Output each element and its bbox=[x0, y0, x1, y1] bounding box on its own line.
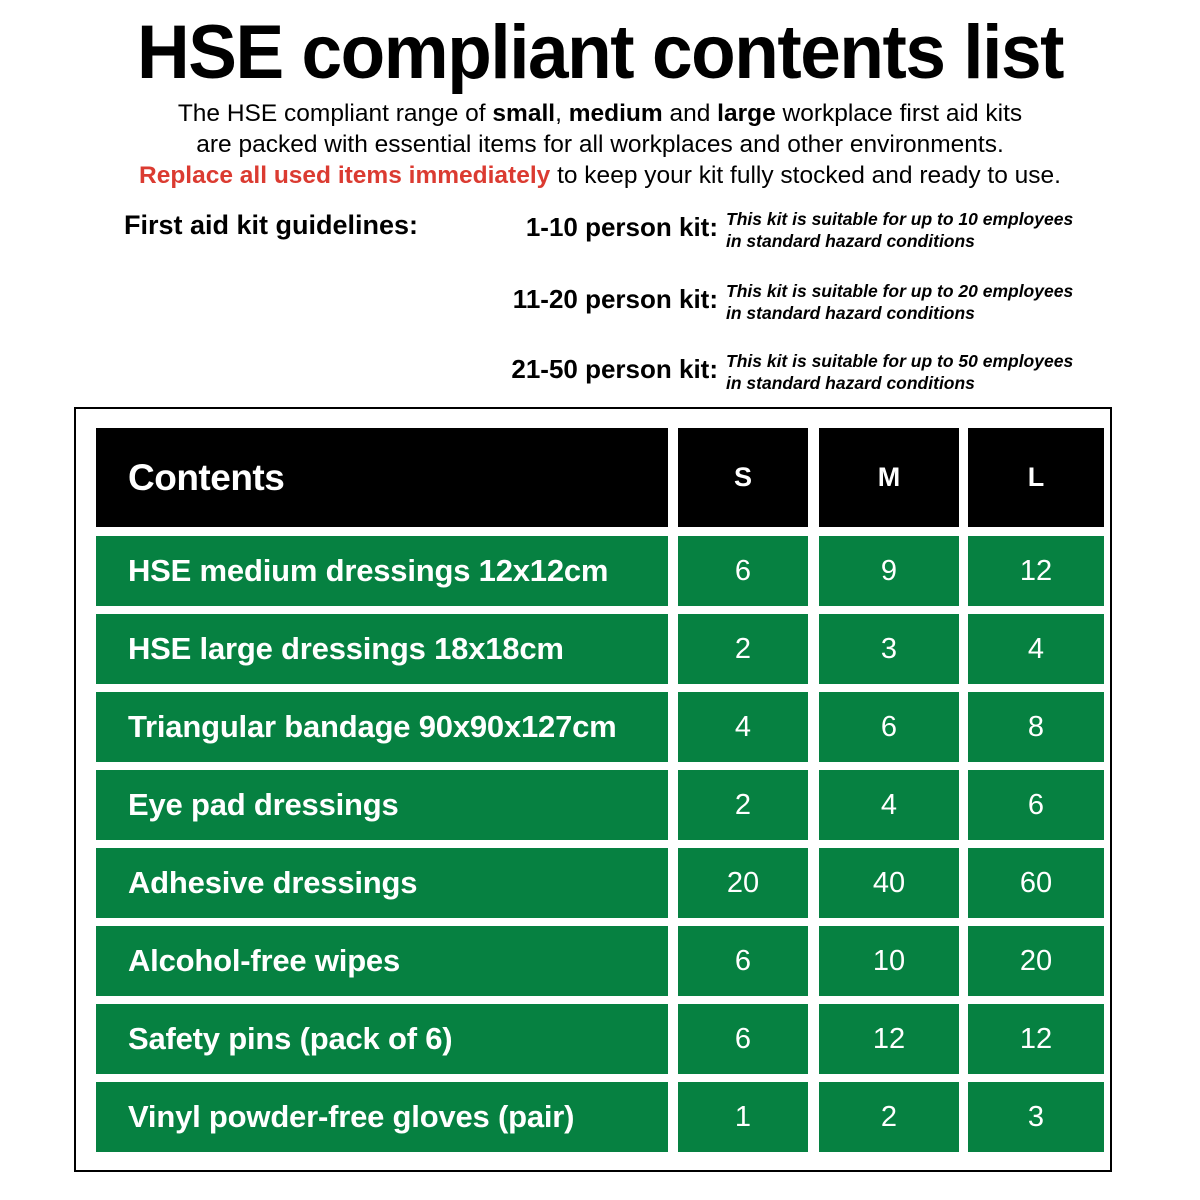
intro-line-2: are packed with essential items for all … bbox=[196, 131, 1004, 158]
table-header-contents: Contents bbox=[96, 428, 668, 527]
guideline-description-2-line-2: in standard hazard conditions bbox=[726, 303, 975, 323]
replace-items-warning: Replace all used items immediately bbox=[139, 162, 551, 189]
guideline-row-1: 1-10 person kit: This kit is suitable fo… bbox=[470, 208, 1110, 270]
guideline-description-3: This kit is suitable for up to 50 employ… bbox=[726, 350, 1110, 394]
table-cell-qty-l: 8 bbox=[968, 692, 1104, 762]
table-cell-qty-l: 12 bbox=[968, 536, 1104, 606]
table-cell-qty-m: 9 bbox=[819, 536, 959, 606]
intro-line-3: Replace all used items immediately to ke… bbox=[0, 160, 1200, 191]
guideline-description-1-line-1: This kit is suitable for up to 10 employ… bbox=[726, 209, 1074, 229]
intro-emphasis-large: large bbox=[717, 100, 776, 127]
table-cell-qty-l: 6 bbox=[968, 770, 1104, 840]
guideline-description-2: This kit is suitable for up to 20 employ… bbox=[726, 280, 1110, 324]
table-cell-qty-l: 12 bbox=[968, 1004, 1104, 1074]
intro-line-1-text-a: The HSE compliant range of bbox=[177, 100, 493, 127]
table-cell-qty-s: 6 bbox=[678, 536, 808, 606]
table-cell-qty-l: 60 bbox=[968, 848, 1104, 918]
intro-line-1-text-d: and bbox=[662, 100, 718, 127]
table-cell-qty-s: 4 bbox=[678, 692, 808, 762]
table-cell-qty-s: 6 bbox=[678, 1004, 808, 1074]
guidelines-heading: First aid kit guidelines: bbox=[124, 210, 419, 240]
guideline-kit-label-2: 11-20 person kit: bbox=[512, 284, 718, 314]
table-row: Eye pad dressings 2 4 6 bbox=[96, 770, 1104, 840]
table-header-small: S bbox=[678, 428, 808, 527]
intro-paragraph: The HSE compliant range of small, medium… bbox=[0, 98, 1200, 191]
table-cell-item-name: HSE medium dressings 12x12cm bbox=[96, 536, 668, 606]
guideline-description-1-line-2: in standard hazard conditions bbox=[726, 231, 975, 251]
guideline-description-3-line-1: This kit is suitable for up to 50 employ… bbox=[726, 351, 1074, 371]
guideline-description-3-line-2: in standard hazard conditions bbox=[726, 373, 975, 393]
table-cell-qty-l: 4 bbox=[968, 614, 1104, 684]
table-cell-qty-s: 2 bbox=[678, 614, 808, 684]
table-header-large: L bbox=[968, 428, 1104, 527]
table-cell-item-name: Triangular bandage 90x90x127cm bbox=[96, 692, 668, 762]
guideline-description-1: This kit is suitable for up to 10 employ… bbox=[726, 208, 1110, 252]
guideline-row-2: 11-20 person kit: This kit is suitable f… bbox=[470, 280, 1110, 342]
table-cell-qty-m: 2 bbox=[819, 1082, 959, 1152]
intro-line-3-rest: to keep your kit fully stocked and ready… bbox=[550, 162, 1061, 189]
table-cell-qty-s: 6 bbox=[678, 926, 808, 996]
table-cell-item-name: HSE large dressings 18x18cm bbox=[96, 614, 668, 684]
table-row: Safety pins (pack of 6) 6 12 12 bbox=[96, 1004, 1104, 1074]
table-cell-item-name: Safety pins (pack of 6) bbox=[96, 1004, 668, 1074]
table-row: HSE medium dressings 12x12cm 6 9 12 bbox=[96, 536, 1104, 606]
table-row: HSE large dressings 18x18cm 2 3 4 bbox=[96, 614, 1104, 684]
intro-line-1-text-c: , bbox=[555, 100, 569, 127]
table-cell-item-name: Eye pad dressings bbox=[96, 770, 668, 840]
page-title: HSE compliant contents list bbox=[137, 10, 1064, 95]
table-cell-item-name: Vinyl powder-free gloves (pair) bbox=[96, 1082, 668, 1152]
table-cell-item-name: Alcohol-free wipes bbox=[96, 926, 668, 996]
guideline-kit-label-3: 21-50 person kit: bbox=[511, 354, 718, 384]
table-row: Alcohol-free wipes 6 10 20 bbox=[96, 926, 1104, 996]
guideline-description-2-line-1: This kit is suitable for up to 20 employ… bbox=[726, 281, 1074, 301]
table-cell-qty-m: 10 bbox=[819, 926, 959, 996]
guideline-row-3: 21-50 person kit: This kit is suitable f… bbox=[470, 350, 1110, 412]
table-cell-item-name: Adhesive dressings bbox=[96, 848, 668, 918]
intro-emphasis-medium: medium bbox=[568, 100, 663, 127]
table-cell-qty-m: 12 bbox=[819, 1004, 959, 1074]
table-row: Triangular bandage 90x90x127cm 4 6 8 bbox=[96, 692, 1104, 762]
table-cell-qty-s: 20 bbox=[678, 848, 808, 918]
intro-line-1: The HSE compliant range of small, medium… bbox=[0, 98, 1200, 129]
intro-emphasis-small: small bbox=[492, 100, 556, 127]
table-cell-qty-m: 4 bbox=[819, 770, 959, 840]
table-cell-qty-m: 6 bbox=[819, 692, 959, 762]
table-cell-qty-s: 1 bbox=[678, 1082, 808, 1152]
intro-line-1-text-e: workplace first aid kits bbox=[775, 100, 1023, 127]
table-row: Adhesive dressings 20 40 60 bbox=[96, 848, 1104, 918]
table-cell-qty-s: 2 bbox=[678, 770, 808, 840]
table-cell-qty-m: 40 bbox=[819, 848, 959, 918]
contents-table-frame: Contents S M L HSE medium dressings 12x1… bbox=[74, 407, 1112, 1172]
guideline-kit-label-1: 1-10 person kit: bbox=[525, 212, 718, 242]
table-row: Vinyl powder-free gloves (pair) 1 2 3 bbox=[96, 1082, 1104, 1152]
contents-table: Contents S M L HSE medium dressings 12x1… bbox=[96, 428, 1104, 1152]
table-header-medium: M bbox=[819, 428, 959, 527]
table-cell-qty-l: 20 bbox=[968, 926, 1104, 996]
table-cell-qty-m: 3 bbox=[819, 614, 959, 684]
table-header-row: Contents S M L bbox=[96, 428, 1104, 527]
table-cell-qty-l: 3 bbox=[968, 1082, 1104, 1152]
